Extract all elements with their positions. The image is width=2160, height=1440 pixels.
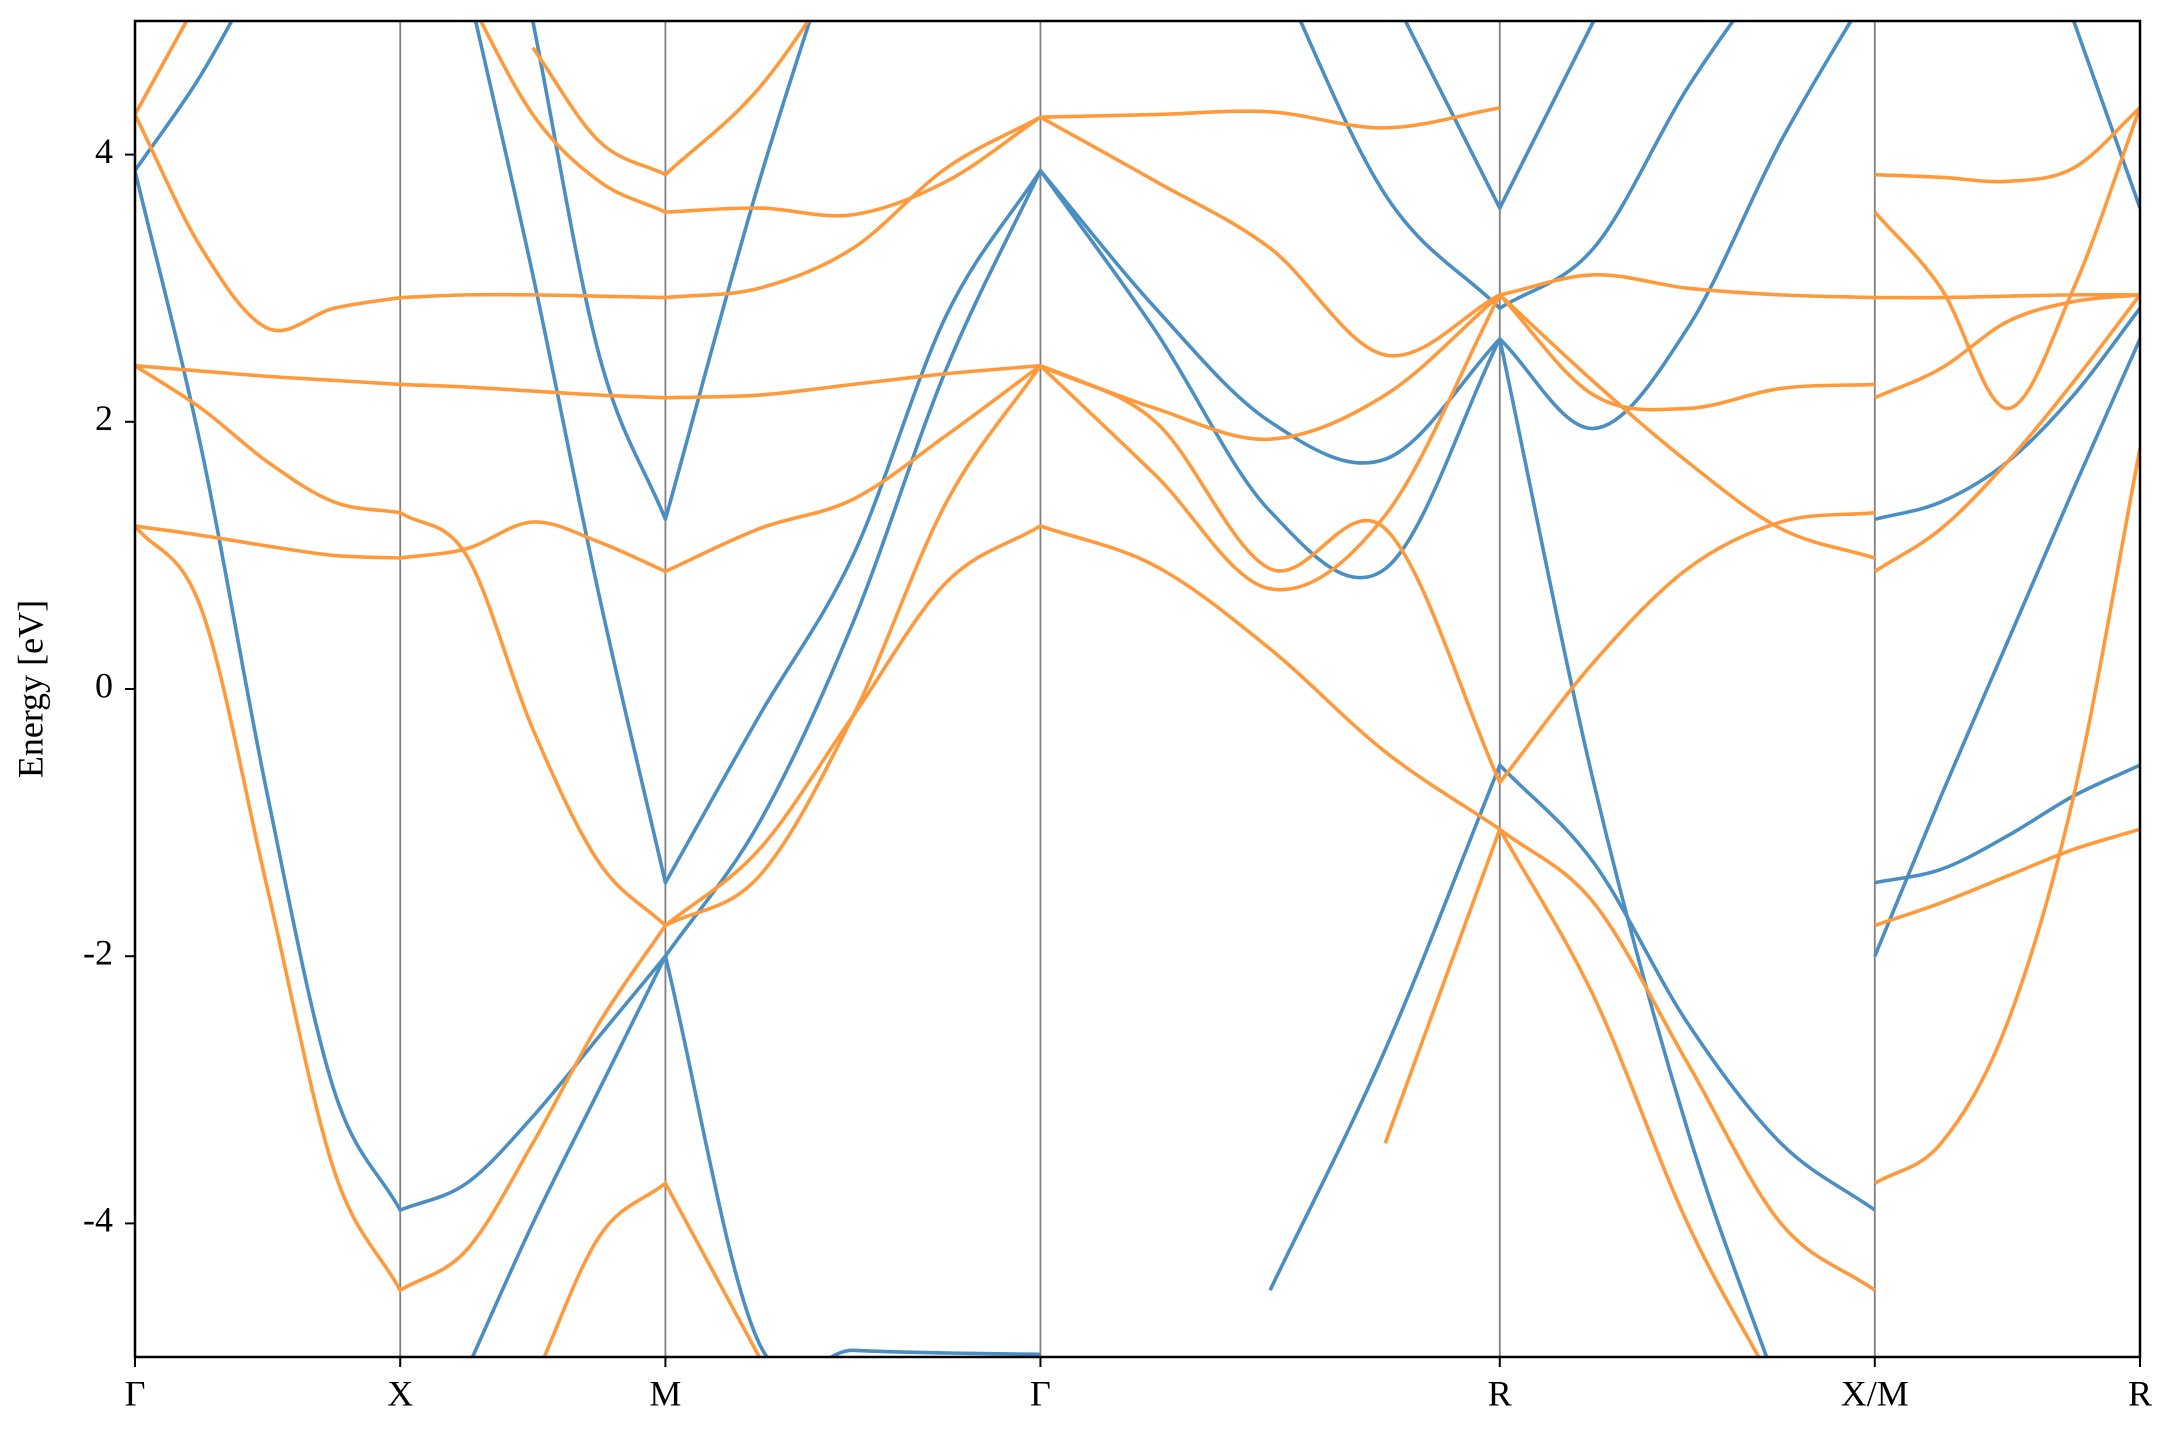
band — [478, 21, 2140, 411]
x-tick-label: M — [649, 1373, 681, 1413]
band — [135, 363, 2140, 1185]
y-tick-label: 0 — [95, 665, 113, 705]
band — [135, 168, 2140, 1212]
band — [531, 21, 2140, 522]
x-tick-label: R — [1488, 1373, 1512, 1413]
band — [1403, 21, 2140, 210]
band — [135, 293, 2140, 442]
band — [135, 21, 2140, 184]
band — [1498, 21, 1854, 431]
x-tick-label: X — [387, 1373, 413, 1413]
band — [135, 524, 2140, 1292]
y-tick-label: -2 — [83, 932, 113, 972]
axes: -4 -2 0 2 4 Γ X M Γ R X/M R — [83, 131, 2152, 1413]
x-tick-label: Γ — [125, 1373, 146, 1413]
y-tick-label: 2 — [95, 398, 113, 438]
x-tick-label: Γ — [1030, 1373, 1051, 1413]
band — [1268, 763, 1876, 1291]
band — [1298, 21, 1736, 311]
band — [135, 293, 2140, 592]
x-tick-label: X/M — [1841, 1373, 1909, 1413]
x-tick-label: R — [2128, 1373, 2152, 1413]
y-axis-label: Energy [eV] — [10, 600, 50, 778]
band — [473, 21, 2140, 1357]
plot-frame — [133, 19, 2142, 1359]
band — [135, 113, 2140, 358]
y-tick-label: 4 — [95, 131, 113, 171]
band — [542, 827, 1761, 1357]
band — [470, 954, 1041, 1357]
y-tick-label: -4 — [83, 1200, 113, 1240]
band — [135, 21, 234, 172]
bands — [135, 21, 2140, 1357]
grid — [134, 21, 2141, 1357]
